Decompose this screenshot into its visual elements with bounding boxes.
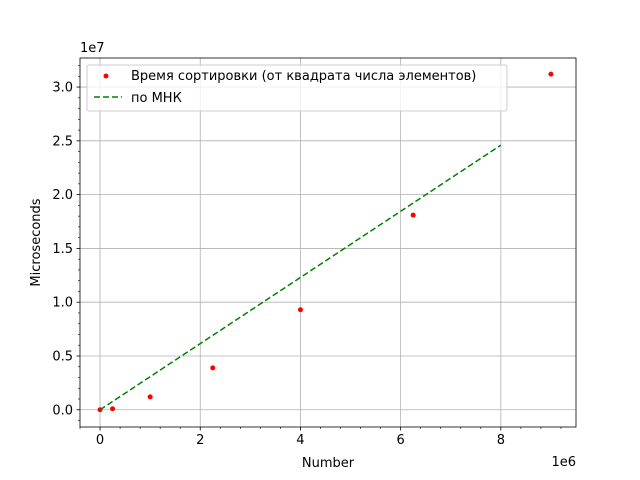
legend-marker-scatter <box>103 73 109 79</box>
plot-frame <box>79 57 577 428</box>
x-offset-text: 1e6 <box>551 455 576 470</box>
x-tick-label: 4 <box>296 433 304 448</box>
legend-label-scatter: Время сортировки (от квадрата числа элем… <box>131 69 476 84</box>
legend: Время сортировки (от квадрата числа элем… <box>86 64 508 112</box>
x-axis-label: Number <box>302 456 355 471</box>
y-axis-label: Microseconds <box>29 198 44 286</box>
grid <box>80 58 576 427</box>
x-tick-label: 0 <box>96 433 104 448</box>
data-point <box>210 365 216 371</box>
data-point <box>297 307 303 313</box>
x-tick-label: 6 <box>397 433 405 448</box>
x-tick-label: 2 <box>196 433 204 448</box>
legend-box <box>86 64 508 112</box>
y-tick-label: 0.5 <box>52 349 73 364</box>
y-tick-label: 0.0 <box>52 403 73 418</box>
plot-series <box>97 71 554 413</box>
legend-label-line: по МНК <box>131 91 182 106</box>
y-tick-label: 2.5 <box>52 134 73 149</box>
data-point <box>147 394 153 400</box>
y-tick-label: 2.0 <box>52 188 73 203</box>
y-offset-text: 1e7 <box>80 41 105 56</box>
data-point <box>410 212 416 218</box>
data-point <box>110 406 116 412</box>
data-point <box>548 71 554 77</box>
axis-ticks: 0 2 4 6 8 0.0 0.5 1.0 1.5 2.0 2.5 3.0 <box>52 65 562 448</box>
y-tick-label: 1.0 <box>52 296 73 311</box>
regression-line <box>99 144 502 411</box>
y-tick-label: 1.5 <box>52 242 73 257</box>
y-tick-label: 3.0 <box>52 81 73 96</box>
x-tick-label: 8 <box>497 433 505 448</box>
